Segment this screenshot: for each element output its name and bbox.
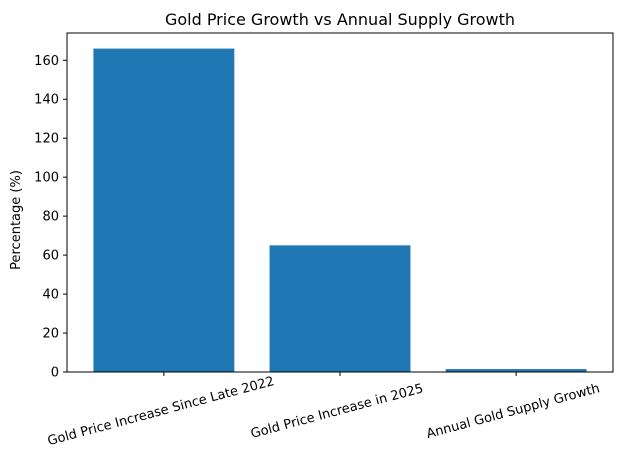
bars-group — [93, 48, 587, 372]
bar — [445, 369, 587, 372]
chart-title: Gold Price Growth vs Annual Supply Growt… — [165, 10, 515, 29]
x-tick-label: Gold Price Increase in 2025 — [249, 381, 425, 442]
plot-frame — [66, 32, 614, 373]
y-tick-label: 100 — [34, 171, 59, 186]
bar — [269, 245, 411, 372]
y-tick-label: 0 — [51, 366, 59, 381]
y-tick-label: 40 — [42, 288, 59, 303]
x-axis: Gold Price Increase Since Late 2022Gold … — [46, 372, 602, 449]
y-tick-label: 140 — [34, 93, 59, 108]
x-tick-label: Annual Gold Supply Growth — [425, 381, 602, 442]
y-tick-label: 120 — [34, 132, 59, 147]
y-tick-label: 80 — [42, 210, 59, 225]
y-tick-label: 60 — [42, 249, 59, 264]
y-tick-label: 20 — [42, 327, 59, 342]
y-tick-label: 160 — [34, 54, 59, 69]
x-tick-label: Gold Price Increase Since Late 2022 — [46, 374, 276, 449]
y-axis-label: Percentage (%) — [9, 170, 24, 270]
bar — [93, 48, 235, 372]
y-axis: 0 20 40 60 80 100 120 140 160 — [34, 54, 67, 381]
